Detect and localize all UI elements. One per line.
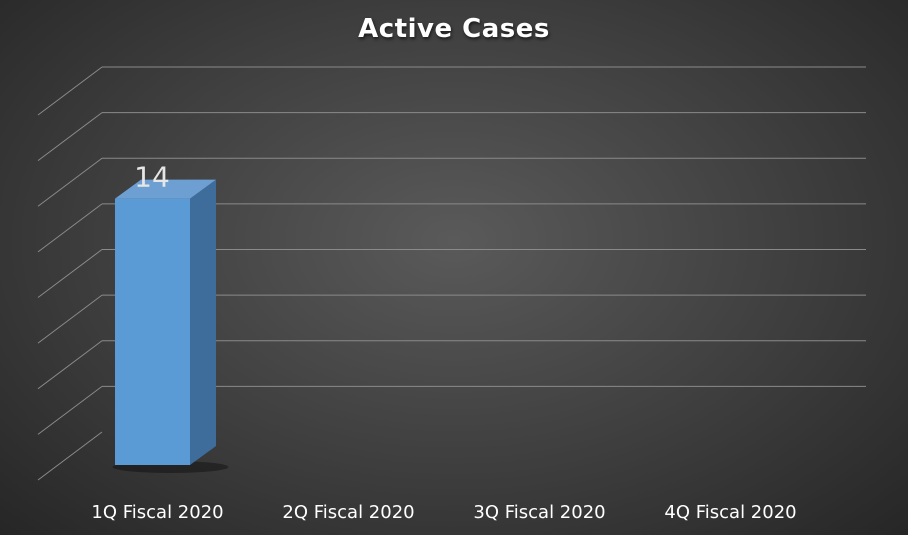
floor-edge-line (37, 431, 103, 481)
x-tick-label: 1Q Fiscal 2020 (91, 502, 223, 523)
side-gridline (37, 249, 103, 298)
x-tick-label: 3Q Fiscal 2020 (473, 502, 605, 523)
x-tick-label: 4Q Fiscal 2020 (664, 502, 796, 523)
side-gridline (37, 340, 103, 390)
chart-title: Active Cases (358, 14, 550, 44)
side-gridline (37, 385, 103, 435)
bar-side (190, 179, 216, 465)
bar (115, 198, 190, 465)
side-gridline (37, 112, 103, 162)
bar-top (115, 179, 216, 199)
x-tick-label: 2Q Fiscal 2020 (282, 502, 414, 523)
data-label: 14 (134, 161, 170, 194)
side-gridline (37, 294, 103, 344)
side-gridline (37, 203, 103, 253)
side-gridline (37, 157, 103, 207)
side-gridline (37, 66, 103, 116)
